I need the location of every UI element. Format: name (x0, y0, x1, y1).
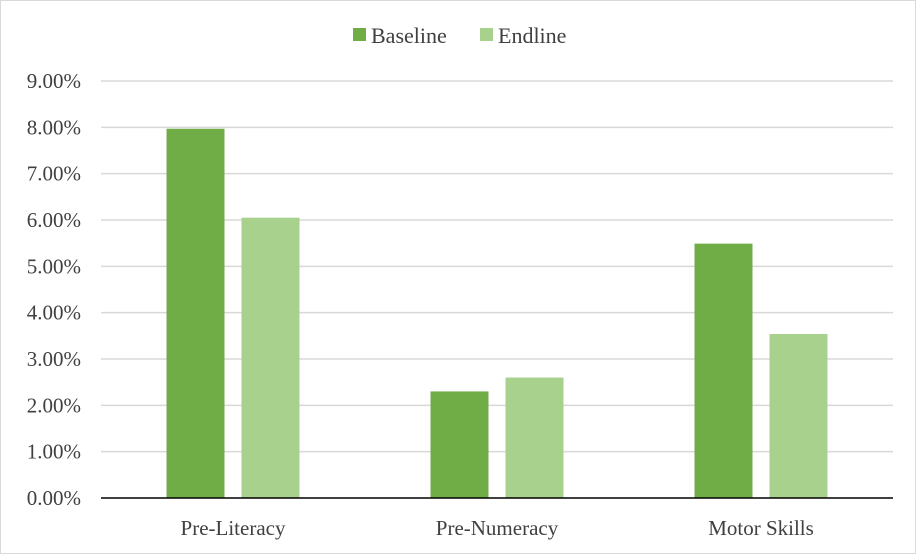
y-tick-label: 0.00% (27, 486, 81, 510)
y-tick-label: 2.00% (27, 393, 81, 417)
bar-baseline-motor-skills (694, 243, 753, 498)
y-tick-label: 1.00% (27, 440, 81, 464)
legend-swatch-endline (480, 28, 493, 41)
y-tick-label: 3.00% (27, 347, 81, 371)
x-tick-label: Pre-Literacy (181, 516, 286, 540)
y-tick-label: 8.00% (27, 115, 81, 139)
legend: Baseline Endline (353, 23, 566, 48)
bar-endline-pre-numeracy (505, 377, 564, 498)
gridlines (101, 80, 893, 453)
bar-baseline-pre-numeracy (430, 391, 489, 498)
y-tick-label: 5.00% (27, 254, 81, 278)
bar-endline-motor-skills (769, 333, 828, 498)
y-tick-label: 9.00% (27, 69, 81, 93)
x-tick-label: Pre-Numeracy (436, 516, 559, 540)
legend-swatch-baseline (353, 28, 366, 41)
y-tick-label: 7.00% (27, 162, 81, 186)
legend-label-baseline: Baseline (371, 23, 447, 48)
y-axis-tick-labels: 0.00% 1.00% 2.00% 3.00% 4.00% 5.00% 6.00% 7.00%… (27, 69, 81, 510)
legend-label-endline: Endline (498, 23, 566, 48)
x-tick-label: Motor Skills (708, 516, 814, 540)
bar-baseline-pre-literacy (166, 128, 225, 498)
y-tick-label: 4.00% (27, 301, 81, 325)
bar-endline-pre-literacy (241, 217, 300, 498)
bars (166, 128, 828, 498)
y-tick-label: 6.00% (27, 208, 81, 232)
x-axis-tick-labels: Pre-Literacy Pre-Numeracy Motor Skills (181, 516, 814, 540)
